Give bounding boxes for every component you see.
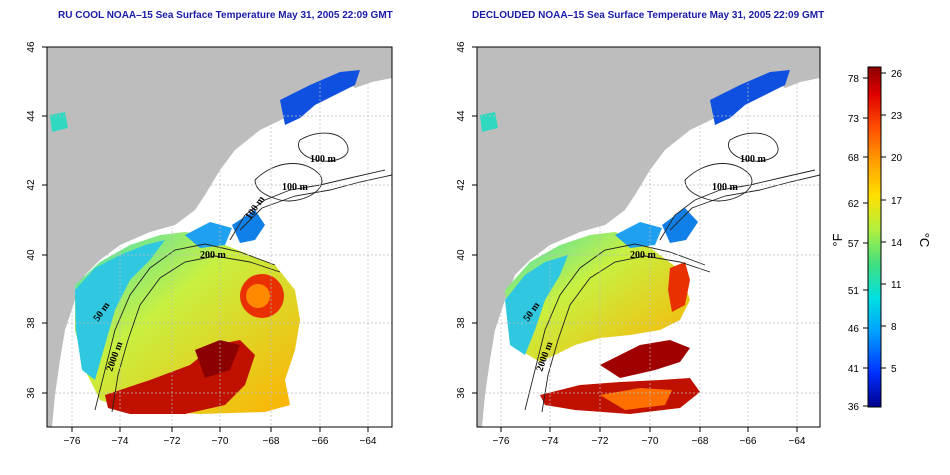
left-contour-label-100m-b: 100 m [282, 182, 309, 193]
cbar-f-62: 62 [848, 199, 860, 210]
cbar-celsius-label: °C [917, 233, 932, 248]
left-xtick-66: −66 [312, 436, 329, 447]
right-land-mass [477, 47, 820, 427]
right-gulf-of-maine [710, 70, 790, 125]
right-bathymetry-contours [524, 132, 820, 413]
right-gulf-stream [600, 340, 690, 378]
right-xtick-76: −76 [493, 436, 510, 447]
right-shelf-water [505, 255, 568, 355]
colorbar: 78 73 68 62 57 51 46 41 36 26 23 20 17 1… [830, 66, 932, 413]
cbar-c-11: 11 [891, 280, 902, 291]
right-ytick-42: 42 [456, 179, 467, 191]
left-contour-label-200m: 200 m [200, 250, 227, 261]
cbar-c-8: 8 [891, 322, 897, 333]
right-ytick-46: 46 [456, 41, 467, 53]
cbar-c-17: 17 [891, 196, 903, 207]
left-xtick-70: −70 [212, 436, 229, 447]
right-ytick-44: 44 [456, 110, 467, 122]
cbar-c-20: 20 [891, 153, 903, 164]
left-ytick-42: 42 [26, 179, 37, 191]
right-ytick-36: 36 [456, 387, 467, 399]
right-panel-title: DECLOUDED NOAA–15 Sea Surface Temperatur… [472, 10, 825, 21]
left-contour-label-100m-a: 100 m [310, 154, 337, 165]
left-ytick-46: 46 [26, 41, 37, 53]
left-ytick-40: 40 [26, 249, 37, 261]
right-contour-label-200m: 200 m [630, 250, 657, 261]
left-xtick-68: −68 [263, 436, 280, 447]
right-xtick-70: −70 [642, 436, 659, 447]
right-contour-label-100m-b: 100 m [712, 182, 739, 193]
cbar-f-51: 51 [848, 286, 860, 297]
left-map-panel: 100 m 100 m 100 m 200 m 50 m 2000 m −76 … [26, 41, 393, 447]
right-contour-label-100m-a: 100 m [740, 154, 767, 165]
right-plot-frame [476, 46, 821, 428]
right-ytick-38: 38 [456, 317, 467, 329]
left-xtick-64: −64 [360, 436, 377, 447]
left-gulf-of-maine [280, 70, 360, 125]
left-grid [47, 47, 392, 427]
cbar-c-5: 5 [891, 364, 897, 375]
left-ytick-36: 36 [26, 387, 37, 399]
right-xtick-64: −64 [789, 436, 806, 447]
right-grid [477, 47, 820, 427]
cbar-c-26: 26 [891, 69, 903, 80]
left-shelf-water [75, 240, 165, 380]
right-xtick-74: −74 [542, 436, 559, 447]
right-warm-core-ring [668, 262, 690, 312]
cbar-c-23: 23 [891, 111, 903, 122]
colorbar-gradient [867, 66, 882, 408]
left-bathymetry-contours [94, 132, 392, 413]
left-xtick-76: −76 [64, 436, 81, 447]
left-ytick-44: 44 [26, 110, 37, 122]
right-map-panel: 100 m 100 m 200 m 50 m 2000 m −76 −74 −7… [456, 41, 821, 447]
right-xtick-68: −68 [692, 436, 709, 447]
left-xtick-72: −72 [164, 436, 181, 447]
cbar-f-57: 57 [848, 239, 860, 250]
cbar-c-14: 14 [891, 238, 903, 249]
cbar-f-73: 73 [848, 114, 860, 125]
right-xtick-72: −72 [592, 436, 609, 447]
cbar-f-68: 68 [848, 153, 860, 164]
cbar-f-78: 78 [848, 74, 860, 85]
cbar-f-46: 46 [848, 324, 860, 335]
right-ytick-40: 40 [456, 249, 467, 261]
cbar-fahrenheit-label: °F [830, 233, 845, 246]
left-ytick-38: 38 [26, 317, 37, 329]
left-land-mass [47, 47, 392, 427]
cbar-f-36: 36 [848, 402, 860, 413]
right-xtick-66: −66 [740, 436, 757, 447]
left-panel-title: RU COOL NOAA–15 Sea Surface Temperature … [58, 10, 393, 21]
left-xtick-74: −74 [112, 436, 129, 447]
cbar-f-41: 41 [848, 364, 860, 375]
